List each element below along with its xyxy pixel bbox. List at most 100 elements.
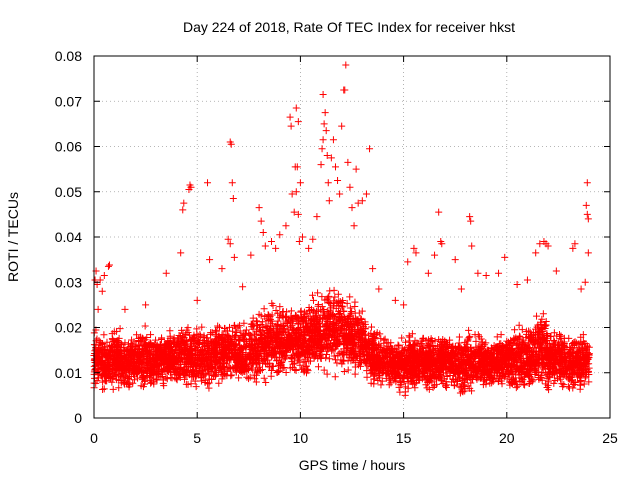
data-point bbox=[109, 358, 117, 366]
data-point bbox=[252, 371, 260, 379]
data-point bbox=[115, 384, 123, 392]
data-point bbox=[100, 331, 108, 339]
data-point bbox=[442, 384, 450, 392]
data-point bbox=[507, 369, 515, 377]
data-point bbox=[331, 373, 339, 381]
data-point bbox=[242, 353, 250, 361]
data-point bbox=[351, 298, 359, 306]
data-point bbox=[319, 316, 327, 324]
data-point bbox=[128, 336, 136, 344]
data-point bbox=[346, 351, 354, 359]
data-point bbox=[422, 337, 430, 345]
data-point bbox=[113, 327, 121, 335]
data-point bbox=[573, 353, 581, 361]
data-point bbox=[173, 376, 181, 384]
data-point bbox=[322, 351, 330, 359]
data-point bbox=[334, 323, 342, 331]
data-point bbox=[558, 380, 566, 388]
data-point bbox=[217, 354, 225, 362]
data-point bbox=[576, 385, 584, 393]
data-point bbox=[137, 333, 145, 341]
data-point bbox=[405, 344, 413, 352]
data-point bbox=[208, 329, 216, 337]
data-point bbox=[314, 363, 322, 371]
data-point bbox=[398, 334, 406, 342]
data-point bbox=[346, 293, 354, 301]
data-point bbox=[252, 378, 260, 386]
data-point bbox=[214, 322, 222, 330]
data-point bbox=[326, 287, 334, 295]
data-point bbox=[175, 332, 183, 340]
data-point bbox=[351, 309, 359, 317]
data-point bbox=[514, 382, 522, 390]
data-point bbox=[301, 310, 309, 318]
data-point bbox=[297, 307, 305, 315]
data-point bbox=[374, 376, 382, 384]
data-point bbox=[205, 384, 213, 392]
data-point bbox=[344, 366, 352, 374]
chart-title: Day 224 of 2018, Rate Of TEC Index for r… bbox=[183, 19, 515, 35]
data-point bbox=[133, 331, 141, 339]
data-point bbox=[455, 383, 463, 391]
data-point bbox=[333, 359, 341, 367]
data-point bbox=[578, 345, 586, 353]
data-point bbox=[260, 374, 268, 382]
data-point bbox=[380, 339, 388, 347]
data-point bbox=[249, 325, 257, 333]
data-point bbox=[585, 364, 593, 372]
data-point bbox=[375, 371, 383, 379]
data-point bbox=[192, 383, 200, 391]
data-point bbox=[406, 333, 414, 341]
data-point bbox=[363, 373, 371, 381]
data-point bbox=[193, 325, 201, 333]
data-point bbox=[218, 375, 226, 383]
data-point bbox=[188, 369, 196, 377]
data-point bbox=[522, 334, 530, 342]
data-points-layer bbox=[90, 61, 593, 399]
data-point bbox=[158, 334, 166, 342]
data-point bbox=[232, 363, 240, 371]
data-point bbox=[370, 380, 378, 388]
data-point bbox=[248, 320, 256, 328]
data-point bbox=[511, 336, 519, 344]
data-point bbox=[147, 331, 155, 339]
data-point bbox=[205, 360, 213, 368]
data-point bbox=[325, 355, 333, 363]
data-point bbox=[521, 370, 529, 378]
data-point bbox=[547, 332, 555, 340]
data-point bbox=[141, 377, 149, 385]
data-point bbox=[268, 317, 276, 325]
data-point bbox=[431, 337, 439, 345]
data-point bbox=[436, 342, 444, 350]
data-point bbox=[515, 332, 523, 340]
data-point bbox=[288, 320, 296, 328]
data-point bbox=[383, 345, 391, 353]
data-point bbox=[234, 323, 242, 331]
data-point bbox=[539, 310, 547, 318]
data-point bbox=[358, 307, 366, 315]
data-point bbox=[322, 354, 330, 362]
data-point bbox=[198, 323, 206, 331]
data-point bbox=[219, 372, 227, 380]
data-point bbox=[381, 335, 389, 343]
data-point bbox=[430, 371, 438, 379]
data-point bbox=[314, 289, 322, 297]
data-point bbox=[323, 347, 331, 355]
data-point bbox=[463, 340, 471, 348]
data-point bbox=[195, 364, 203, 372]
data-point bbox=[256, 327, 264, 335]
data-point bbox=[336, 298, 344, 306]
data-point bbox=[516, 378, 524, 386]
data-point bbox=[280, 334, 288, 342]
data-point bbox=[262, 378, 270, 386]
data-point bbox=[230, 335, 238, 343]
data-point bbox=[527, 361, 535, 369]
data-point bbox=[351, 370, 359, 378]
data-point bbox=[515, 321, 523, 329]
data-point bbox=[560, 334, 568, 342]
data-point bbox=[299, 364, 307, 372]
data-point bbox=[330, 286, 338, 294]
data-point bbox=[551, 376, 559, 384]
data-point bbox=[429, 384, 437, 392]
